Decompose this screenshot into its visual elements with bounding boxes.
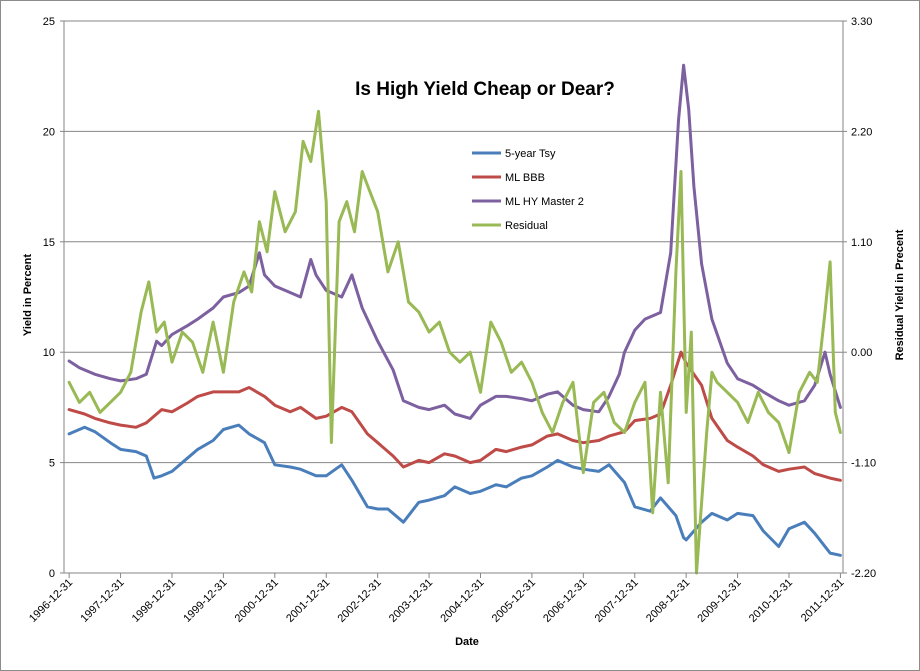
x-tick-label: 2000-12-31 [233,577,281,625]
right-axis-ticks: -2.20 -1.10 0.00 1.10 2.20 3.30 [851,16,876,580]
right-tick-label: 3.30 [851,16,872,28]
x-tick-label: 2007-12-31 [593,577,641,625]
left-tick-label: 10 [43,347,55,359]
x-tick-label: 2002-12-31 [335,577,383,625]
left-tick-label: 15 [43,237,55,249]
left-tick-label: 20 [43,126,55,138]
left-tick-label: 25 [43,16,55,28]
x-tick-label: 2009-12-31 [695,577,743,625]
right-tick-label: -2.20 [851,568,876,580]
series-layer [67,63,842,575]
x-tick-label: 1997-12-31 [78,577,126,625]
left-axis-ticks: 0 5 10 15 20 25 [43,16,55,580]
x-tick-label: 2011-12-31 [799,577,847,625]
left-axis-title: Yield in Percent [22,254,34,336]
x-tick-label: 2001-12-31 [284,577,332,625]
x-tick-label: 2003-12-31 [387,577,435,625]
x-tick-label: 2005-12-31 [490,577,538,625]
legend-entry: Residual [505,220,548,232]
right-tick-label: 2.20 [851,126,872,138]
chart-title: Is High Yield Cheap or Dear? [355,79,615,100]
x-tick-label: 2010-12-31 [747,577,795,625]
x-axis-ticks: 1996-12-31 1997-12-31 1998-12-31 1999-12-31… [27,577,847,625]
legend: 5-year Tsy ML BBB ML HY Master 2 Residual [472,148,584,232]
legend-entry: 5-year Tsy [505,148,556,160]
axes [60,20,847,578]
right-tick-label: 0.00 [851,347,872,359]
x-tick-label: 1996-12-31 [27,577,75,625]
legend-entry: ML BBB [505,172,545,184]
x-axis-title: Date [455,636,479,648]
x-tick-label: 1998-12-31 [130,577,178,625]
right-tick-label: -1.10 [851,458,876,470]
x-tick-label: 2006-12-31 [541,577,589,625]
gridlines [64,20,843,464]
right-axis-title: Residual Yield in Precent [894,229,906,360]
left-tick-label: 5 [49,458,55,470]
x-tick-label: 2008-12-31 [644,577,692,625]
right-tick-label: 1.10 [851,237,872,249]
series-line-ml-bbb [67,350,842,482]
x-tick-label: 1999-12-31 [181,577,229,625]
legend-entry: ML HY Master 2 [505,196,584,208]
series-line-ml-hy-master-2 [67,63,842,420]
left-tick-label: 0 [49,568,55,580]
series-line-residual [67,109,842,575]
series-line-5-year-tsy [67,423,842,557]
x-tick-label: 2004-12-31 [438,577,486,625]
